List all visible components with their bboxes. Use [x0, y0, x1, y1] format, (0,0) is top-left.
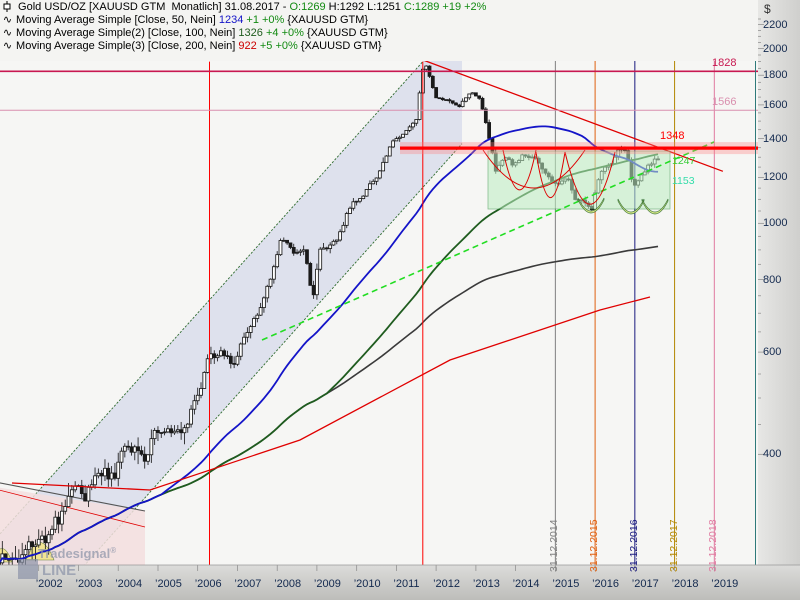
svg-text:LINE: LINE: [42, 562, 76, 579]
